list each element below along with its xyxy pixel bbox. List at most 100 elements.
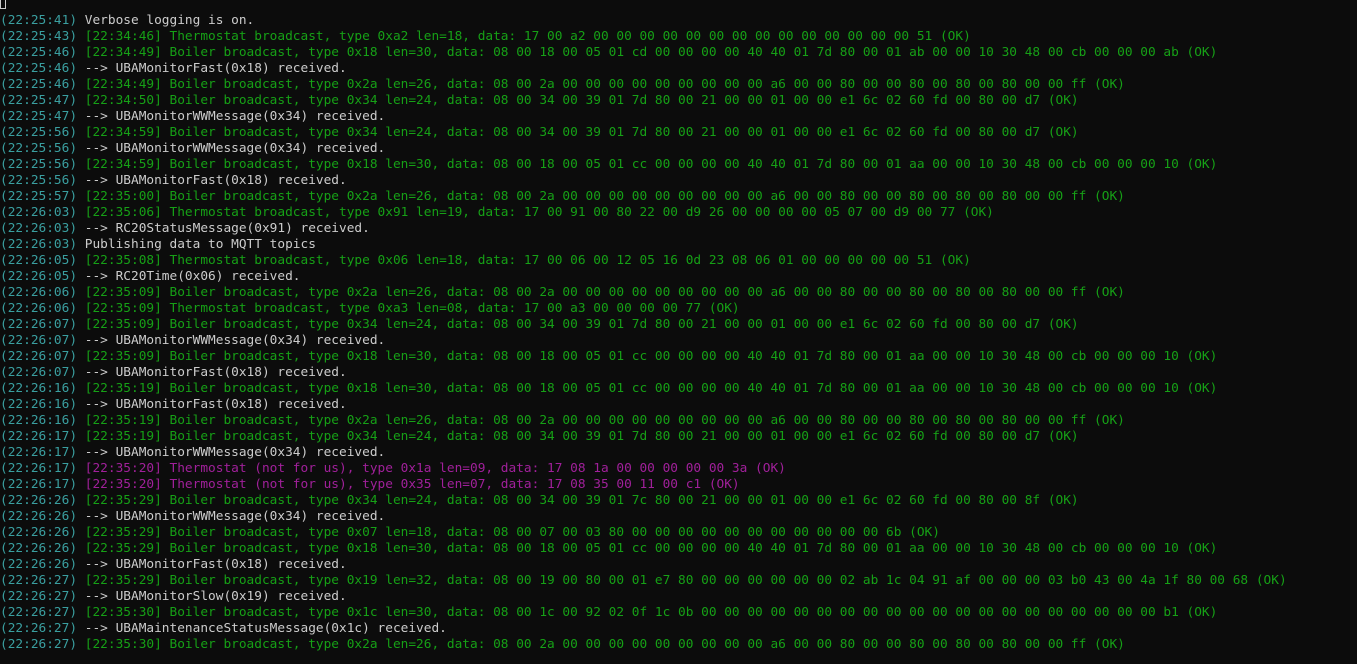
log-message: Publishing data to MQTT topics: [84, 237, 316, 252]
log-message: [22:35:29] Boiler broadcast, type 0x18 l…: [84, 541, 1218, 556]
log-line: (22:26:27) --> UBAMonitorSlow(0x19) rece…: [0, 589, 1287, 605]
log-line: (22:25:56) --> UBAMonitorFast(0x18) rece…: [0, 173, 1287, 189]
log-timestamp: (22:26:17): [0, 429, 78, 444]
log-message: [22:35:19] Boiler broadcast, type 0x18 l…: [84, 381, 1218, 396]
log-message: --> UBAMonitorSlow(0x19) received.: [84, 589, 347, 604]
log-timestamp: (22:26:27): [0, 589, 78, 604]
log-line: (22:25:57) [22:35:00] Boiler broadcast, …: [0, 189, 1287, 205]
log-line: (22:26:03) --> RC20StatusMessage(0x91) r…: [0, 221, 1287, 237]
log-line: (22:25:56) --> UBAMonitorWWMessage(0x34)…: [0, 141, 1287, 157]
log-line: (22:26:26) --> UBAMonitorFast(0x18) rece…: [0, 557, 1287, 573]
log-line: (22:26:07) [22:35:09] Boiler broadcast, …: [0, 349, 1287, 365]
log-message: [22:35:20] Thermostat (not for us), type…: [84, 461, 786, 476]
log-timestamp: (22:26:27): [0, 637, 78, 652]
log-timestamp: (22:26:26): [0, 509, 78, 524]
log-line: (22:26:26) [22:35:29] Boiler broadcast, …: [0, 525, 1287, 541]
log-timestamp: (22:26:05): [0, 269, 78, 284]
log-message: [22:35:00] Boiler broadcast, type 0x2a l…: [84, 189, 1125, 204]
log-message: [22:35:29] Boiler broadcast, type 0x19 l…: [84, 573, 1287, 588]
log-message: [22:34:46] Thermostat broadcast, type 0x…: [84, 29, 971, 44]
log-timestamp: (22:26:05): [0, 253, 78, 268]
log-line: (22:26:07) [22:35:09] Boiler broadcast, …: [0, 317, 1287, 333]
log-line: (22:25:56) [22:34:59] Boiler broadcast, …: [0, 157, 1287, 173]
log-message: [22:35:08] Thermostat broadcast, type 0x…: [84, 253, 971, 268]
log-message: [22:35:09] Boiler broadcast, type 0x2a l…: [84, 285, 1125, 300]
log-line: (22:25:46) [22:34:49] Boiler broadcast, …: [0, 77, 1287, 93]
log-message: [22:35:09] Thermostat broadcast, type 0x…: [84, 301, 740, 316]
log-message: --> UBAMonitorFast(0x18) received.: [84, 173, 347, 188]
log-line: (22:26:26) [22:35:29] Boiler broadcast, …: [0, 541, 1287, 557]
log-line: (22:26:03) Publishing data to MQTT topic…: [0, 237, 1287, 253]
log-timestamp: (22:25:56): [0, 125, 78, 140]
log-line: (22:26:27) [22:35:30] Boiler broadcast, …: [0, 605, 1287, 621]
log-timestamp: (22:25:43): [0, 29, 78, 44]
log-message: [22:34:59] Boiler broadcast, type 0x34 l…: [84, 125, 1079, 140]
log-line: (22:25:46) --> UBAMonitorFast(0x18) rece…: [0, 61, 1287, 77]
log-timestamp: (22:26:03): [0, 221, 78, 236]
log-timestamp: (22:26:07): [0, 317, 78, 332]
log-line: (22:26:16) [22:35:19] Boiler broadcast, …: [0, 413, 1287, 429]
log-timestamp: (22:26:17): [0, 477, 78, 492]
log-line: (22:25:47) --> UBAMonitorWWMessage(0x34)…: [0, 109, 1287, 125]
log-message: [22:34:50] Boiler broadcast, type 0x34 l…: [84, 93, 1079, 108]
log-timestamp: (22:26:26): [0, 525, 78, 540]
log-timestamp: (22:25:56): [0, 173, 78, 188]
log-line: (22:26:03) [22:35:06] Thermostat broadca…: [0, 205, 1287, 221]
log-timestamp: (22:26:06): [0, 285, 78, 300]
log-message: [22:35:30] Boiler broadcast, type 0x1c l…: [84, 605, 1218, 620]
log-timestamp: (22:25:56): [0, 141, 78, 156]
log-message: [22:35:06] Thermostat broadcast, type 0x…: [84, 205, 994, 220]
log-line: (22:26:05) --> RC20Time(0x06) received.: [0, 269, 1287, 285]
log-timestamp: (22:26:16): [0, 397, 78, 412]
log-line: (22:26:17) --> UBAMonitorWWMessage(0x34)…: [0, 445, 1287, 461]
log-message: [22:35:19] Boiler broadcast, type 0x34 l…: [84, 429, 1079, 444]
log-line: (22:25:41) Verbose logging is on.: [0, 13, 1287, 29]
log-timestamp: (22:26:07): [0, 365, 78, 380]
log-message: --> UBAMonitorFast(0x18) received.: [84, 61, 347, 76]
log-timestamp: (22:25:47): [0, 109, 78, 124]
log-message: --> UBAMonitorWWMessage(0x34) received.: [84, 333, 386, 348]
log-message: --> UBAMonitorWWMessage(0x34) received.: [84, 109, 386, 124]
log-message: [22:35:09] Boiler broadcast, type 0x18 l…: [84, 349, 1218, 364]
log-message: [22:35:19] Boiler broadcast, type 0x2a l…: [84, 413, 1125, 428]
log-message: --> RC20StatusMessage(0x91) received.: [84, 221, 370, 236]
log-timestamp: (22:26:26): [0, 493, 78, 508]
log-line: (22:25:47) [22:34:50] Boiler broadcast, …: [0, 93, 1287, 109]
log-timestamp: (22:26:26): [0, 541, 78, 556]
log-line: (22:26:16) --> UBAMonitorFast(0x18) rece…: [0, 397, 1287, 413]
log-message: [22:35:29] Boiler broadcast, type 0x34 l…: [84, 493, 1079, 508]
log-timestamp: (22:25:46): [0, 61, 78, 76]
log-timestamp: (22:25:57): [0, 189, 78, 204]
log-line: (22:26:07) --> UBAMonitorFast(0x18) rece…: [0, 365, 1287, 381]
log-line: (22:26:27) --> UBAMaintenanceStatusMessa…: [0, 621, 1287, 637]
log-message: --> UBAMonitorWWMessage(0x34) received.: [84, 509, 386, 524]
log-line: (22:26:16) [22:35:19] Boiler broadcast, …: [0, 381, 1287, 397]
log-timestamp: (22:26:07): [0, 349, 78, 364]
log-timestamp: (22:25:46): [0, 45, 78, 60]
log-message: [22:34:49] Boiler broadcast, type 0x18 l…: [84, 45, 1218, 60]
log-timestamp: (22:25:47): [0, 93, 78, 108]
log-line: (22:26:26) --> UBAMonitorWWMessage(0x34)…: [0, 509, 1287, 525]
log-message: --> UBAMonitorFast(0x18) received.: [84, 397, 347, 412]
cursor-icon: [0, 0, 6, 9]
log-line: (22:26:06) [22:35:09] Thermostat broadca…: [0, 301, 1287, 317]
terminal-output: (22:25:41) Verbose logging is on. (22:25:…: [0, 13, 1287, 653]
log-line: (22:26:26) [22:35:29] Boiler broadcast, …: [0, 493, 1287, 509]
log-message: --> UBAMonitorWWMessage(0x34) received.: [84, 141, 386, 156]
log-timestamp: (22:25:56): [0, 157, 78, 172]
log-message: [22:35:09] Boiler broadcast, type 0x34 l…: [84, 317, 1079, 332]
log-message: [22:35:30] Boiler broadcast, type 0x2a l…: [84, 637, 1125, 652]
log-message: [22:34:49] Boiler broadcast, type 0x2a l…: [84, 77, 1125, 92]
log-timestamp: (22:26:26): [0, 557, 78, 572]
log-message: --> UBAMaintenanceStatusMessage(0x1c) re…: [84, 621, 447, 636]
log-line: (22:25:43) [22:34:46] Thermostat broadca…: [0, 29, 1287, 45]
log-timestamp: (22:25:46): [0, 77, 78, 92]
log-timestamp: (22:26:27): [0, 605, 78, 620]
log-line: (22:26:17) [22:35:19] Boiler broadcast, …: [0, 429, 1287, 445]
log-line: (22:26:05) [22:35:08] Thermostat broadca…: [0, 253, 1287, 269]
log-timestamp: (22:25:41): [0, 13, 78, 28]
log-line: (22:25:46) [22:34:49] Boiler broadcast, …: [0, 45, 1287, 61]
log-message: --> UBAMonitorFast(0x18) received.: [84, 557, 347, 572]
log-timestamp: (22:26:27): [0, 621, 78, 636]
log-line: (22:25:56) [22:34:59] Boiler broadcast, …: [0, 125, 1287, 141]
